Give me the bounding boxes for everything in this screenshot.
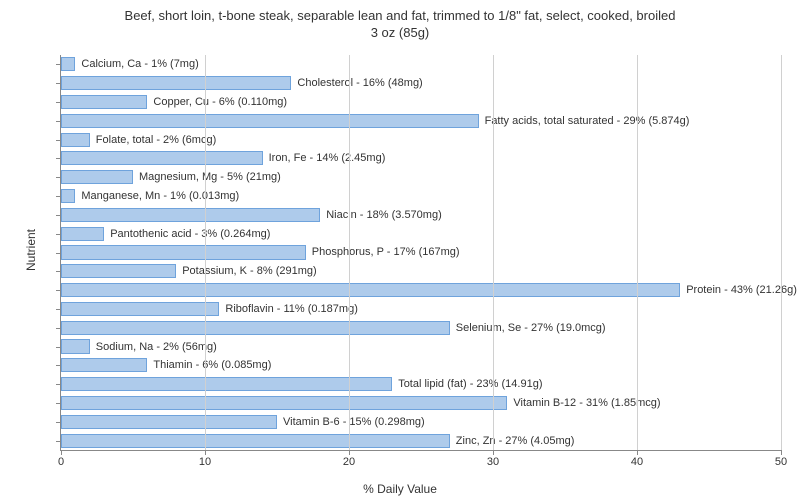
bar <box>61 114 479 128</box>
bar-label: Phosphorus, P - 17% (167mg) <box>308 245 460 259</box>
chart-area: Calcium, Ca - 1% (7mg) Cholesterol - 16% … <box>60 55 781 451</box>
bar <box>61 245 306 259</box>
chart-title: Beef, short loin, t-bone steak, separabl… <box>0 0 800 44</box>
x-tick-label: 40 <box>631 456 643 468</box>
bar-label: Pantothenic acid - 3% (0.264mg) <box>106 227 270 241</box>
bar <box>61 133 90 147</box>
bar <box>61 302 219 316</box>
bar <box>61 283 680 297</box>
bar-label: Selenium, Se - 27% (19.0mcg) <box>452 321 606 335</box>
gridline <box>637 55 638 450</box>
bar-label: Cholesterol - 16% (48mg) <box>293 76 422 90</box>
bar-label: Sodium, Na - 2% (56mg) <box>92 339 217 353</box>
gridline <box>349 55 350 450</box>
bar <box>61 377 392 391</box>
y-tick-mark <box>56 347 61 348</box>
bar-label: Potassium, K - 8% (291mg) <box>178 264 317 278</box>
y-tick-mark <box>56 121 61 122</box>
bar-label: Copper, Cu - 6% (0.110mg) <box>149 95 287 109</box>
y-tick-mark <box>56 384 61 385</box>
title-line2: 3 oz (85g) <box>371 25 430 40</box>
x-tick-label: 10 <box>199 456 211 468</box>
y-tick-mark <box>56 102 61 103</box>
bar <box>61 227 104 241</box>
bar <box>61 170 133 184</box>
bar-label: Fatty acids, total saturated - 29% (5.87… <box>481 114 690 128</box>
bar-label: Thiamin - 6% (0.085mg) <box>149 358 271 372</box>
x-tick-mark <box>61 450 62 455</box>
bar <box>61 264 176 278</box>
gridline <box>781 55 782 450</box>
x-tick-mark <box>781 450 782 455</box>
bar <box>61 321 450 335</box>
y-tick-mark <box>56 140 61 141</box>
y-tick-mark <box>56 83 61 84</box>
bar-label: Zinc, Zn - 27% (4.05mg) <box>452 434 575 448</box>
y-tick-mark <box>56 215 61 216</box>
x-tick-label: 20 <box>343 456 355 468</box>
bar <box>61 208 320 222</box>
y-tick-mark <box>56 422 61 423</box>
bar-label: Riboflavin - 11% (0.187mg) <box>221 302 357 316</box>
bar-label: Niacin - 18% (3.570mg) <box>322 208 442 222</box>
y-tick-mark <box>56 177 61 178</box>
bar <box>61 415 277 429</box>
x-tick-mark <box>493 450 494 455</box>
bar-label: Total lipid (fat) - 23% (14.91g) <box>394 377 542 391</box>
gridline <box>493 55 494 450</box>
y-tick-mark <box>56 64 61 65</box>
y-tick-mark <box>56 290 61 291</box>
x-tick-label: 30 <box>487 456 499 468</box>
x-axis-label: % Daily Value <box>363 482 437 496</box>
x-tick-mark <box>637 450 638 455</box>
y-tick-mark <box>56 196 61 197</box>
bar-label: Magnesium, Mg - 5% (21mg) <box>135 170 281 184</box>
y-tick-mark <box>56 271 61 272</box>
bar <box>61 189 75 203</box>
bar-label: Vitamin B-6 - 15% (0.298mg) <box>279 415 425 429</box>
y-tick-mark <box>56 403 61 404</box>
bar <box>61 434 450 448</box>
bar <box>61 339 90 353</box>
y-axis-label: Nutrient <box>24 229 38 271</box>
bar <box>61 57 75 71</box>
x-tick-label: 0 <box>58 456 64 468</box>
title-line1: Beef, short loin, t-bone steak, separabl… <box>125 8 676 23</box>
y-tick-mark <box>56 328 61 329</box>
y-tick-mark <box>56 253 61 254</box>
bar <box>61 95 147 109</box>
bar <box>61 358 147 372</box>
bar-label: Manganese, Mn - 1% (0.013mg) <box>77 189 239 203</box>
x-tick-mark <box>205 450 206 455</box>
y-tick-mark <box>56 365 61 366</box>
bars-container: Calcium, Ca - 1% (7mg) Cholesterol - 16% … <box>61 55 781 450</box>
bar <box>61 396 507 410</box>
bar-label: Protein - 43% (21.26g) <box>682 283 797 297</box>
gridline <box>205 55 206 450</box>
bar-label: Iron, Fe - 14% (2.45mg) <box>265 151 386 165</box>
y-tick-mark <box>56 441 61 442</box>
bar <box>61 151 263 165</box>
bar <box>61 76 291 90</box>
y-tick-mark <box>56 158 61 159</box>
x-tick-label: 50 <box>775 456 787 468</box>
y-tick-mark <box>56 234 61 235</box>
x-tick-mark <box>349 450 350 455</box>
bar-label: Calcium, Ca - 1% (7mg) <box>77 57 198 71</box>
bar-label: Folate, total - 2% (6mcg) <box>92 133 216 147</box>
y-tick-mark <box>56 309 61 310</box>
